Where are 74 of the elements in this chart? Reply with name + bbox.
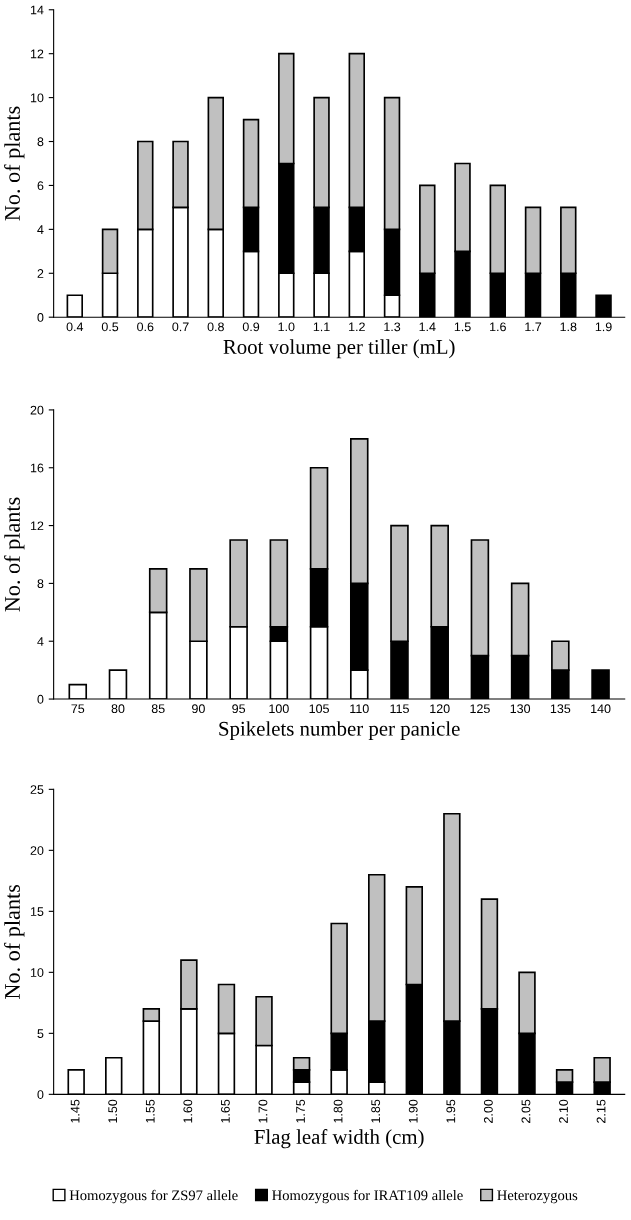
y-tick-label: 6 (37, 181, 44, 191)
legend-label: Homozygous for IRAT109 allele (272, 1189, 463, 1204)
x-tick-label: 1.75 (296, 1099, 305, 1123)
x-tick-label: 1.5 (454, 322, 471, 332)
x-tick-label: 1.8 (560, 322, 577, 332)
x-tick-label: 1.1 (313, 322, 330, 332)
y-axis-title: No. of plants (4, 497, 25, 612)
x-axis-title: Spikelets number per panicle (219, 721, 460, 741)
legend-label: Heterozygous (497, 1190, 578, 1204)
legend-label: Homozygous for ZS97 allele (69, 1189, 238, 1204)
x-tick-label: 100 (269, 704, 289, 714)
x-tick-label: 120 (430, 704, 450, 714)
x-tick-label: 95 (232, 704, 246, 714)
y-tick-label: 12 (30, 49, 44, 59)
x-tick-label: 1.60 (183, 1099, 193, 1123)
y-axis-title: No. of plants (4, 106, 25, 221)
x-tick-label: 0.5 (101, 322, 119, 332)
x-axis-title: Root volume per tiller (mL) (223, 339, 455, 359)
x-tick-label: 1.70 (258, 1099, 268, 1123)
x-tick-label: 1.4 (419, 322, 436, 332)
y-tick-label: 25 (30, 785, 44, 794)
y-tick-label: 8 (37, 137, 44, 147)
x-tick-label: 130 (510, 704, 531, 714)
x-tick-label: 110 (350, 704, 369, 714)
x-tick-label: 1.80 (333, 1099, 343, 1123)
x-tick-label: 1.9 (595, 322, 612, 332)
y-tick-label: 10 (30, 93, 44, 103)
x-tick-label: 0.6 (137, 322, 154, 332)
x-tick-label: 1.85 (371, 1099, 381, 1123)
x-tick-label: 85 (151, 704, 165, 714)
x-tick-label: 1.2 (349, 322, 365, 332)
y-tick-label: 15 (30, 907, 44, 916)
x-tick-label: 2.10 (559, 1099, 568, 1123)
y-tick-label: 12 (30, 521, 44, 531)
y-tick-label: 0 (37, 694, 44, 704)
x-tick-label: 1.7 (525, 322, 542, 332)
x-tick-label: 1.6 (490, 322, 506, 332)
y-axis-title: No. of plants (4, 884, 25, 999)
y-tick-label: 20 (30, 846, 44, 855)
y-tick-label: 8 (37, 579, 44, 589)
y-tick-label: 16 (30, 463, 44, 473)
x-tick-label: 0.7 (172, 322, 189, 332)
y-tick-label: 2 (37, 269, 44, 278)
x-tick-label: 1.50 (108, 1099, 118, 1123)
x-tick-label: 90 (192, 704, 205, 714)
x-tick-label: 0.8 (207, 322, 224, 332)
x-tick-label: 1.95 (446, 1099, 456, 1123)
y-tick-label: 14 (30, 5, 44, 15)
y-tick-label: 4 (37, 637, 44, 646)
x-tick-label: 1.0 (278, 322, 295, 332)
y-tick-label: 4 (37, 225, 44, 234)
y-tick-label: 10 (30, 968, 44, 977)
x-tick-label: 2.15 (596, 1099, 606, 1123)
x-tick-label: 125 (470, 704, 490, 714)
x-tick-label: 0.4 (66, 322, 84, 332)
x-tick-label: 1.3 (384, 322, 401, 332)
x-tick-label: 1.90 (408, 1099, 418, 1123)
y-tick-label: 20 (30, 405, 44, 415)
x-tick-label: 80 (111, 704, 125, 714)
y-tick-label: 0 (37, 1090, 44, 1099)
y-tick-label: 5 (37, 1029, 44, 1038)
x-axis-title: Flag leaf width (cm) (254, 1129, 424, 1149)
x-tick-label: 2.00 (483, 1099, 493, 1123)
x-tick-label: 2.05 (521, 1099, 531, 1123)
x-tick-label: 75 (71, 704, 85, 714)
y-tick-label: 0 (37, 313, 44, 322)
x-tick-label: 1.45 (70, 1099, 80, 1123)
x-tick-label: 0.9 (242, 322, 260, 332)
x-tick-label: 105 (309, 704, 329, 714)
x-tick-label: 1.55 (145, 1099, 155, 1123)
x-tick-label: 140 (591, 704, 611, 714)
x-tick-label: 115 (390, 704, 409, 714)
x-tick-label: 1.65 (220, 1099, 230, 1123)
x-tick-label: 135 (550, 704, 571, 714)
